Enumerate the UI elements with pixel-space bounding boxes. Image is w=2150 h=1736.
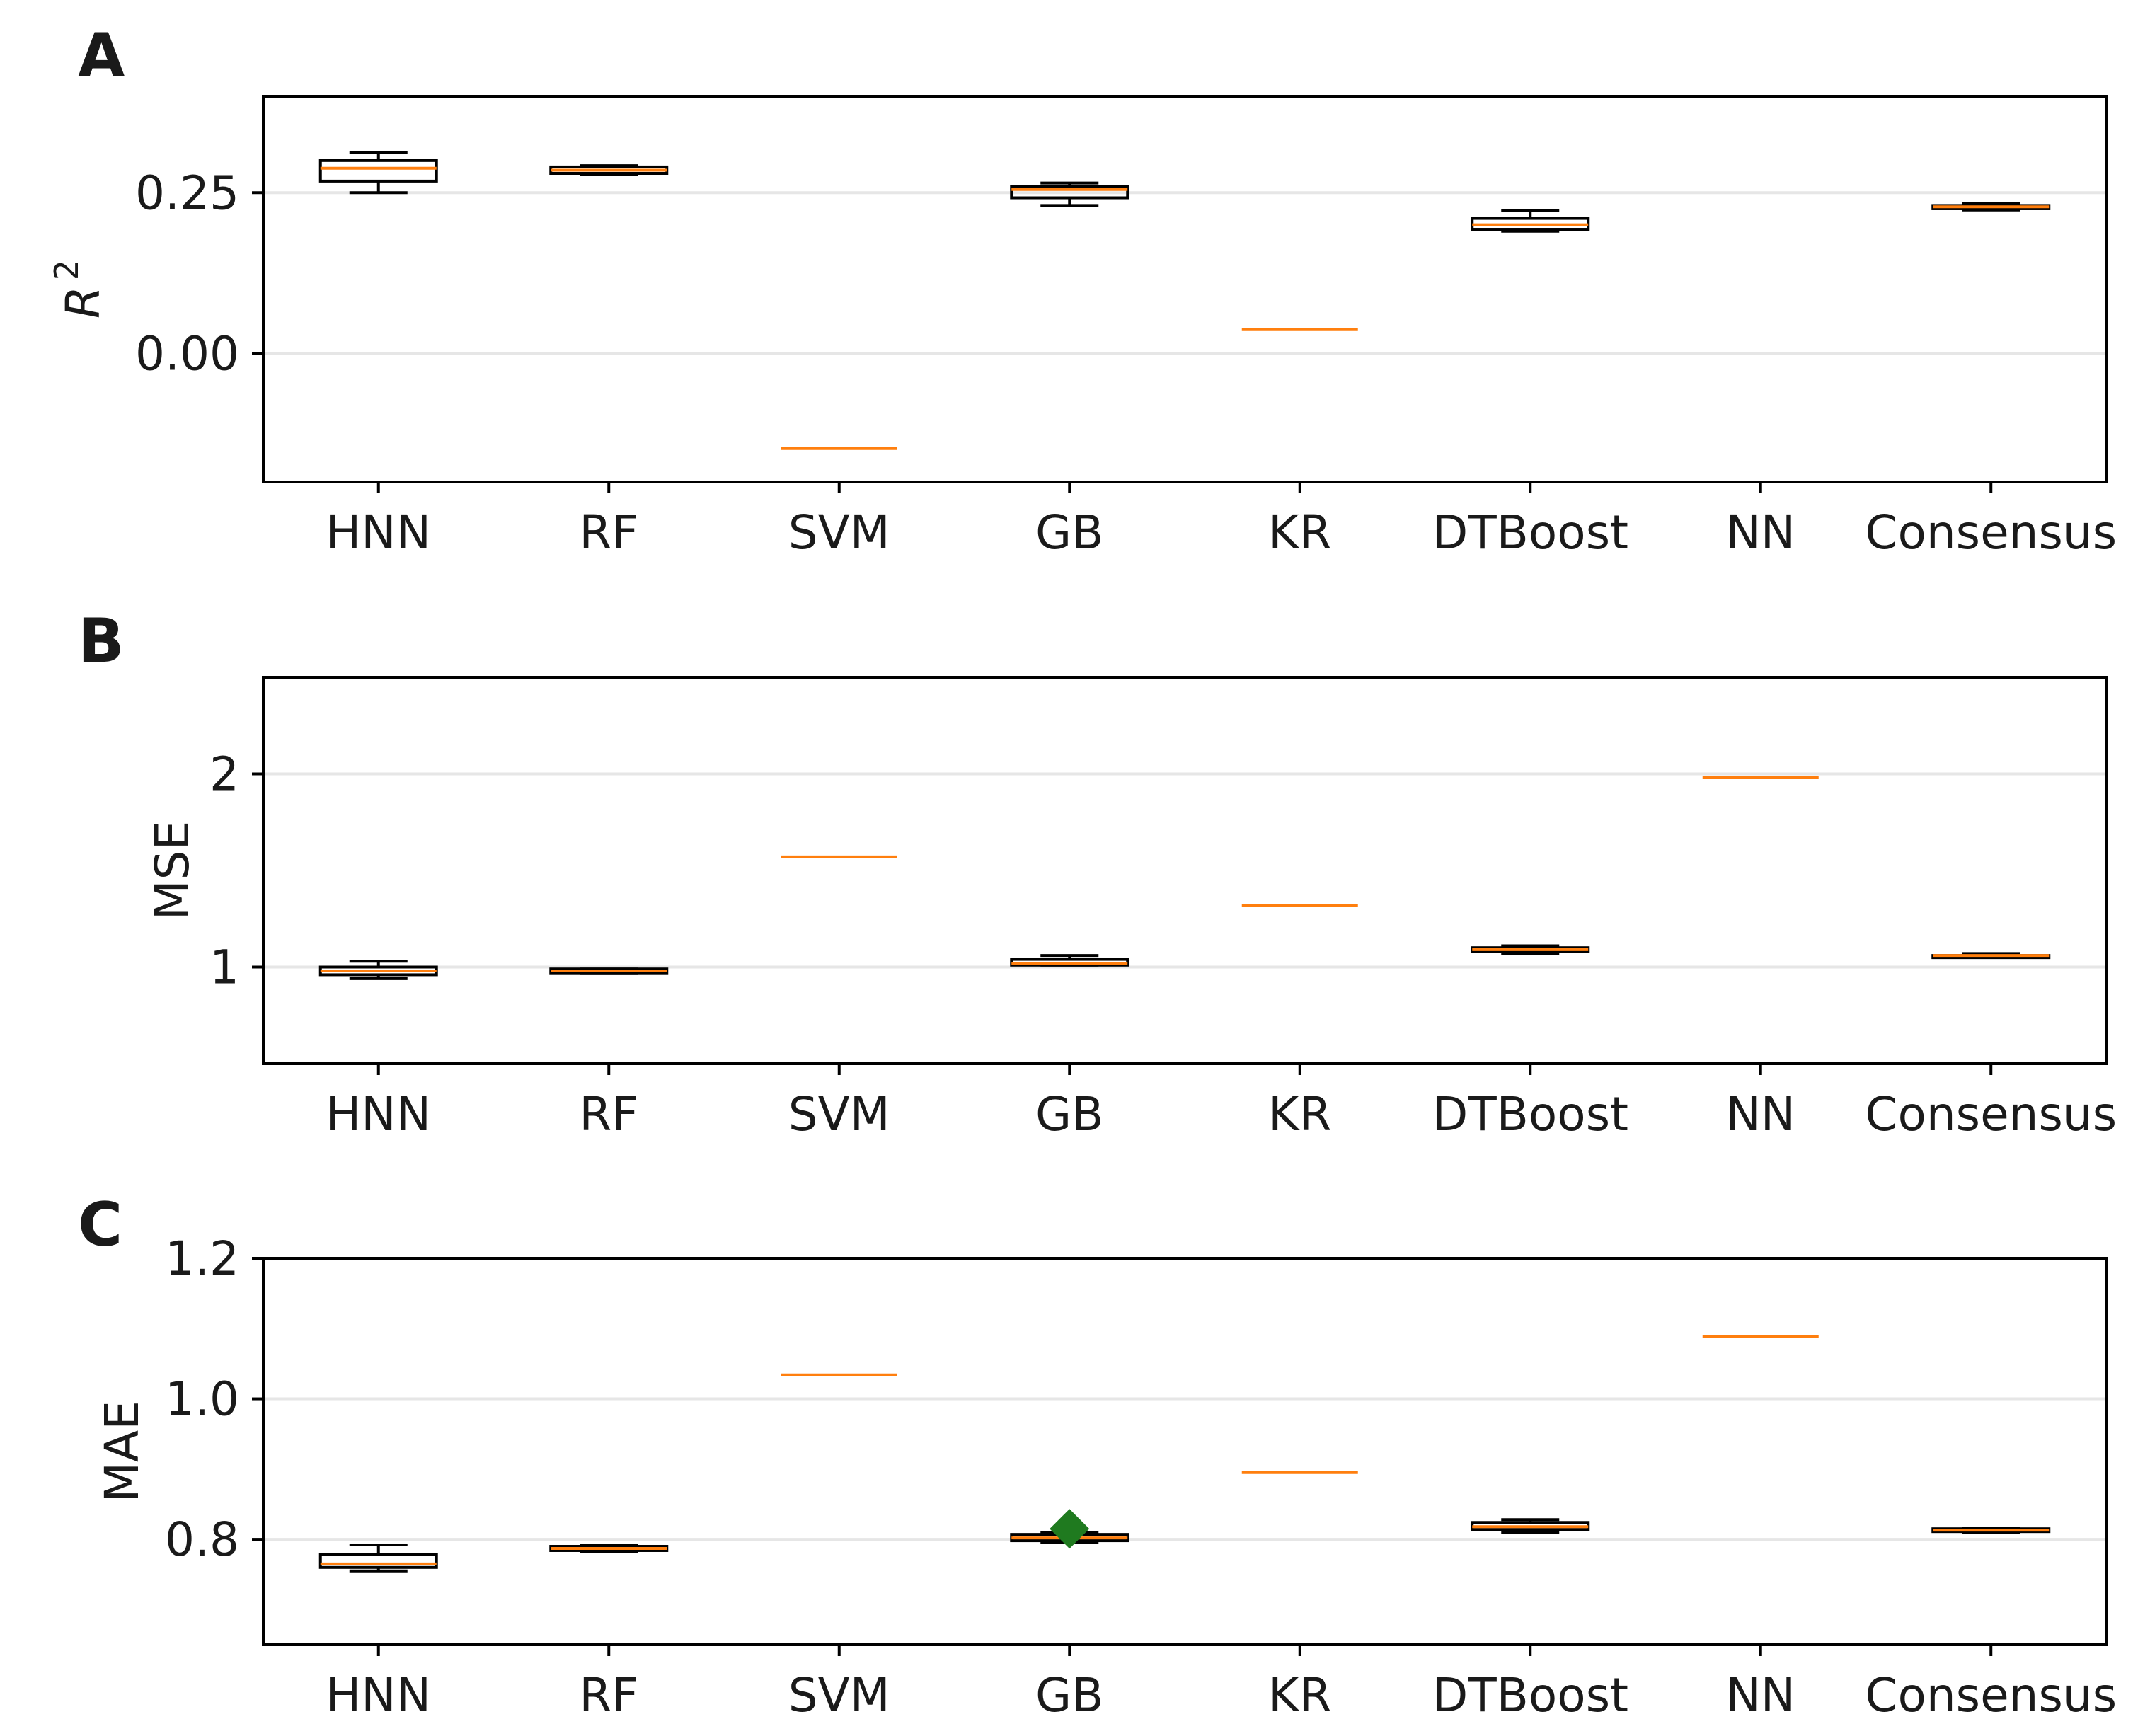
box-gb bbox=[1010, 954, 1129, 967]
x-tick-label: HNN bbox=[326, 505, 431, 560]
axes-frame bbox=[262, 1257, 2108, 1646]
x-tick-label: NN bbox=[1725, 505, 1795, 560]
x-tick-label: NN bbox=[1725, 1668, 1795, 1723]
axes-frame bbox=[262, 95, 2108, 483]
y-tick-label: 1 bbox=[209, 941, 239, 995]
y-tick-label: 1.0 bbox=[165, 1372, 239, 1427]
x-tick-label: KR bbox=[1268, 1668, 1331, 1723]
x-tick-label: KR bbox=[1268, 505, 1331, 560]
box-gb bbox=[1010, 181, 1129, 207]
box-consensus bbox=[1931, 1527, 2051, 1534]
y-tick-label: 1.2 bbox=[165, 1231, 239, 1286]
box-consensus bbox=[1931, 952, 2051, 960]
axes-frame bbox=[262, 676, 2108, 1065]
y-tick-label: 0.25 bbox=[135, 166, 239, 220]
panel-c: C 0.8 1.0 1.2 MAE HNN RF SVM GB KR DTBoost NN Consen… bbox=[78, 1190, 2117, 1723]
x-tick-label: Consensus bbox=[1865, 505, 2117, 560]
panel-letter: B bbox=[78, 606, 125, 677]
x-tick-label: SVM bbox=[788, 1668, 890, 1723]
box-dtboost bbox=[1471, 1518, 1590, 1534]
box-rf bbox=[549, 1544, 669, 1553]
x-tick-label: HNN bbox=[326, 1668, 431, 1723]
box-dtboost bbox=[1471, 209, 1590, 233]
x-tick-label: HNN bbox=[326, 1087, 431, 1142]
y-axis-label: MSE bbox=[145, 821, 200, 921]
y-axis-label: MAE bbox=[95, 1401, 149, 1502]
panel-letter: A bbox=[78, 21, 125, 91]
y-axis-label-base: R bbox=[56, 286, 110, 318]
panel-letter: C bbox=[78, 1190, 122, 1260]
box-hnn bbox=[318, 960, 438, 980]
x-tick-label: GB bbox=[1035, 1087, 1103, 1142]
x-tick-label: SVM bbox=[788, 505, 890, 560]
box-hnn bbox=[318, 1544, 438, 1573]
y-tick-label: 0.8 bbox=[165, 1512, 239, 1567]
x-tick-label: RF bbox=[579, 1668, 638, 1723]
x-tick-label: DTBoost bbox=[1432, 1087, 1628, 1142]
box-rf bbox=[549, 967, 669, 975]
outlier-marker bbox=[1050, 1509, 1090, 1549]
x-tick-label: GB bbox=[1035, 1668, 1103, 1723]
x-tick-label: RF bbox=[579, 1087, 638, 1142]
box-consensus bbox=[1931, 202, 2051, 212]
box-body bbox=[318, 159, 438, 183]
x-tick-label: Consensus bbox=[1865, 1668, 2117, 1723]
y-tick-label: 2 bbox=[209, 747, 239, 802]
x-tick-label: Consensus bbox=[1865, 1087, 2117, 1142]
x-tick-label: KR bbox=[1268, 1087, 1331, 1142]
box-dtboost bbox=[1471, 944, 1590, 955]
box-hnn bbox=[318, 151, 438, 195]
y-axis-label-superscript: 2 bbox=[47, 260, 86, 280]
x-tick-label: RF bbox=[579, 505, 638, 560]
y-axis-label: R2 bbox=[47, 260, 110, 318]
box-body bbox=[1010, 185, 1129, 200]
x-tick-label: SVM bbox=[788, 1087, 890, 1142]
box-body bbox=[318, 1553, 438, 1569]
y-tick-label: 0.00 bbox=[135, 326, 239, 381]
x-tick-label: NN bbox=[1725, 1087, 1795, 1142]
box-rf bbox=[549, 164, 669, 176]
x-tick-label: DTBoost bbox=[1432, 1668, 1628, 1723]
x-tick-label: DTBoost bbox=[1432, 505, 1628, 560]
x-tick-label: GB bbox=[1035, 505, 1103, 560]
